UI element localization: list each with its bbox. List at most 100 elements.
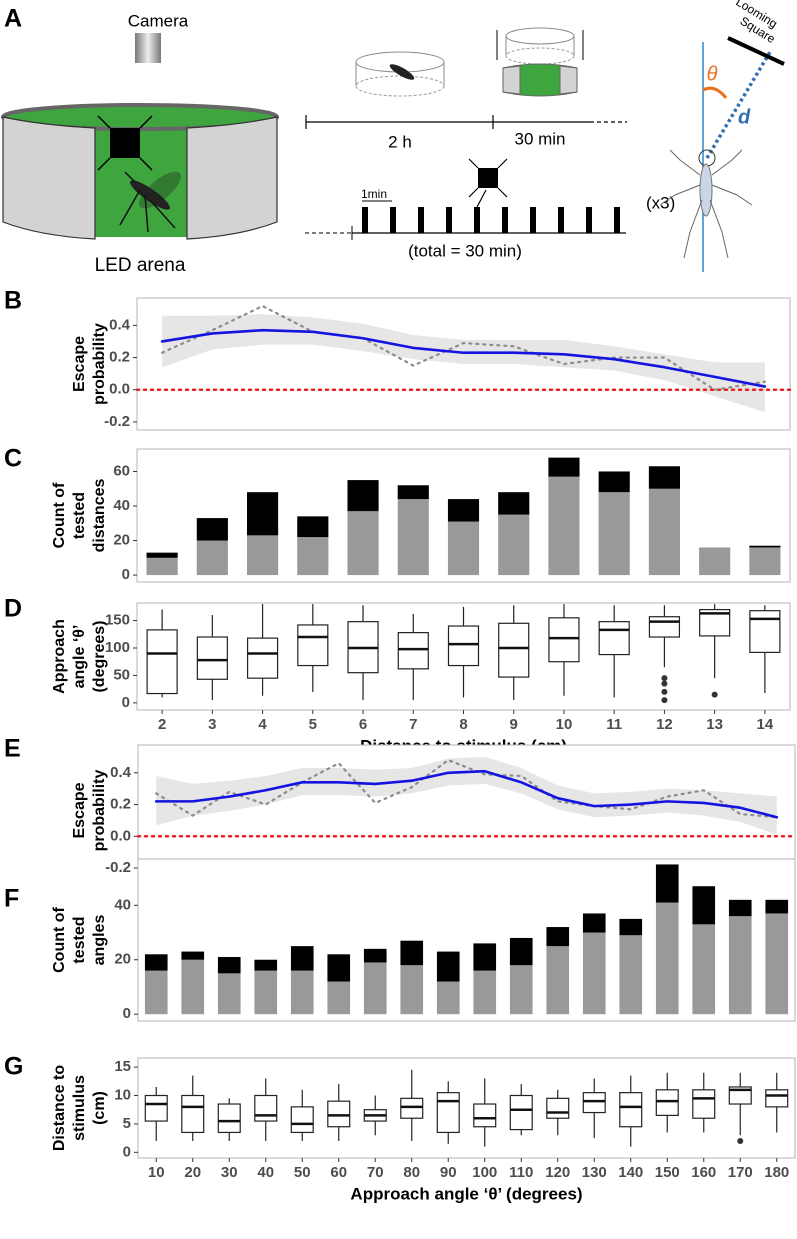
x-tick-label: 5 (309, 716, 317, 733)
bar (648, 488, 680, 576)
panel-label: G (4, 1053, 23, 1081)
bar (397, 485, 429, 500)
camera (135, 33, 161, 63)
x-tick-label: 140 (618, 1164, 643, 1181)
x-tick-label: 10 (148, 1164, 165, 1181)
bar (297, 537, 329, 576)
x-tick-label: 2 (158, 716, 166, 733)
repeat-label: (x3) (646, 193, 675, 212)
box (765, 1089, 789, 1108)
x-tick-label: 11 (606, 716, 622, 733)
bar (619, 935, 643, 1015)
y-tick-label: -0.2 (105, 859, 131, 876)
arena-wall (2, 116, 96, 240)
bar (217, 957, 241, 974)
bar (363, 948, 387, 963)
box (290, 1106, 314, 1134)
bar (765, 913, 789, 1015)
box (619, 1092, 643, 1128)
y-tick-label: 0.0 (109, 381, 130, 398)
y-axis-label: stimulus (71, 1075, 88, 1141)
bar (509, 937, 533, 966)
bar (546, 946, 570, 1015)
bar (146, 557, 178, 576)
box (447, 625, 480, 667)
bar (247, 535, 279, 576)
panel-label: B (4, 287, 22, 315)
box (327, 1100, 351, 1128)
bar (509, 965, 533, 1015)
bar (749, 545, 781, 548)
box (648, 616, 681, 638)
y-axis-label: (cm) (91, 1091, 108, 1125)
duration-label: 30 min (514, 129, 565, 148)
panel-label: C (4, 445, 22, 473)
y-tick-label: 0 (123, 1005, 131, 1022)
x-tick-label: 4 (258, 716, 267, 733)
x-tick-label: 70 (367, 1164, 384, 1181)
bar (498, 514, 530, 576)
bar (548, 457, 580, 477)
confidence-band (156, 756, 777, 835)
confidence-band (162, 314, 765, 413)
x-tick-label: 6 (359, 716, 367, 733)
y-tick-label: 40 (113, 497, 130, 514)
y-axis-label: Escape (71, 336, 88, 392)
y-axis-label: angles (91, 915, 108, 966)
y-axis-label: tested (71, 916, 88, 963)
bar (144, 954, 168, 971)
x-tick-label: 100 (472, 1164, 497, 1181)
x-tick-label: 60 (330, 1164, 347, 1181)
arena-wall (186, 116, 278, 240)
bar (254, 959, 278, 971)
box (655, 1089, 679, 1116)
box (498, 622, 530, 678)
total-label: (total = 30 min) (408, 241, 522, 260)
box (246, 637, 279, 679)
bar (290, 946, 314, 971)
small-arena (355, 51, 445, 97)
x-tick-label: 12 (656, 716, 673, 733)
y-axis-label: (degrees) (91, 620, 108, 692)
outlier (661, 688, 668, 695)
y-tick-label: 0.0 (110, 827, 131, 844)
x-tick-label: 20 (184, 1164, 201, 1181)
bar (619, 918, 643, 936)
box (598, 621, 630, 656)
x-tick-label: 8 (459, 716, 467, 733)
panel-a: A Camera LED arena (1, 0, 785, 276)
y-axis-label: Escape (71, 782, 88, 838)
x-tick-label: 150 (655, 1164, 680, 1181)
y-tick-label: 60 (113, 462, 130, 479)
camera-label: Camera (128, 11, 189, 30)
bar (181, 959, 205, 1015)
box (400, 1097, 424, 1119)
y-tick-label: 100 (105, 639, 130, 656)
box (582, 1092, 606, 1114)
y-tick-label: 20 (113, 532, 130, 549)
x-tick-label: 10 (556, 716, 573, 733)
series-line (160, 328, 767, 388)
box (749, 610, 781, 653)
bar (749, 547, 781, 576)
theta-label: θ (707, 63, 718, 85)
bar (254, 970, 278, 1015)
x-tick-label: 50 (294, 1164, 311, 1181)
bar (655, 902, 679, 1015)
bar (327, 954, 351, 982)
panel-label: A (4, 5, 22, 33)
series-line (155, 758, 778, 819)
bar (181, 951, 205, 960)
x-axis-label: Approach angle ‘θ’ (degrees) (350, 1184, 582, 1203)
bar (327, 981, 351, 1015)
box (146, 629, 178, 695)
x-tick-label: 120 (545, 1164, 570, 1181)
distance-line (705, 51, 772, 159)
y-tick-label: 50 (113, 666, 130, 683)
x-tick-label: 180 (764, 1164, 789, 1181)
bar (447, 521, 480, 576)
y-tick-label: 20 (114, 951, 131, 968)
box (728, 1086, 752, 1105)
